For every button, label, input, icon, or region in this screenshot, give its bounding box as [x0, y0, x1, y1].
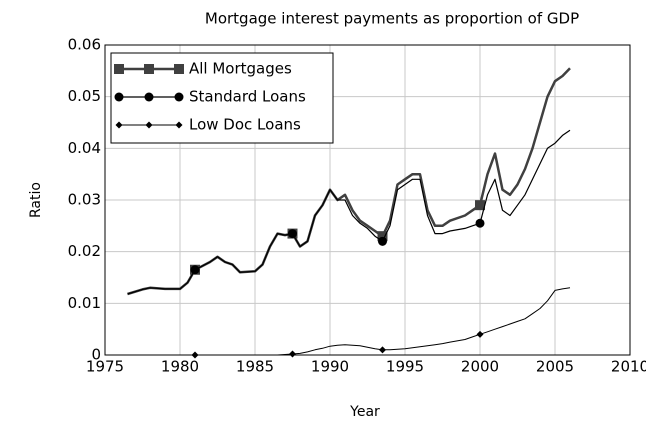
legend-marker: [174, 64, 184, 74]
x-tick-label: 2005: [536, 358, 574, 376]
legend-marker: [144, 64, 154, 74]
legend-marker: [144, 92, 154, 102]
x-tick-label: 1985: [236, 358, 274, 376]
series-marker: [475, 218, 485, 228]
legend-label: Low Doc Loans: [189, 116, 301, 134]
legend-marker: [114, 64, 124, 74]
y-tick-label: 0.01: [68, 294, 101, 312]
x-tick-label: 1980: [161, 358, 199, 376]
legend-marker: [114, 92, 124, 102]
series-line: [127, 129, 571, 295]
x-axis-label: Year: [349, 404, 380, 420]
series-marker: [475, 200, 485, 211]
legend-label: Standard Loans: [189, 88, 306, 106]
series-marker: [377, 231, 388, 242]
series-marker: [190, 265, 200, 275]
x-tick-label: 1995: [386, 358, 424, 376]
y-tick-label: 0.02: [68, 242, 101, 260]
y-tick-label: 0.03: [68, 191, 101, 209]
chart-title: Mortgage interest payments as proportion…: [205, 10, 579, 28]
legend-label: All Mortgages: [189, 60, 292, 78]
series-marker: [476, 330, 484, 338]
legend-marker: [115, 121, 123, 129]
series-marker: [379, 346, 386, 354]
plot-frame: [104, 44, 631, 356]
y-tick-label: 0.05: [68, 87, 101, 105]
y-tick-label: 0.04: [68, 139, 101, 157]
series-line: [195, 287, 571, 356]
x-tick-label: 1975: [86, 358, 124, 376]
x-tick-label: 2000: [461, 358, 499, 376]
legend-marker: [174, 92, 184, 102]
y-axis-label: Ratio: [28, 182, 44, 218]
legend-marker: [145, 121, 153, 129]
series-marker: [289, 350, 296, 358]
series-marker: [288, 229, 297, 239]
series-marker: [191, 351, 199, 359]
y-tick-label: 0: [91, 346, 101, 364]
x-tick-label: 2010: [611, 358, 646, 376]
legend-marker: [175, 121, 183, 129]
series-marker: [378, 236, 387, 246]
y-tick-label: 0.06: [68, 36, 101, 54]
x-tick-label: 1990: [311, 358, 349, 376]
